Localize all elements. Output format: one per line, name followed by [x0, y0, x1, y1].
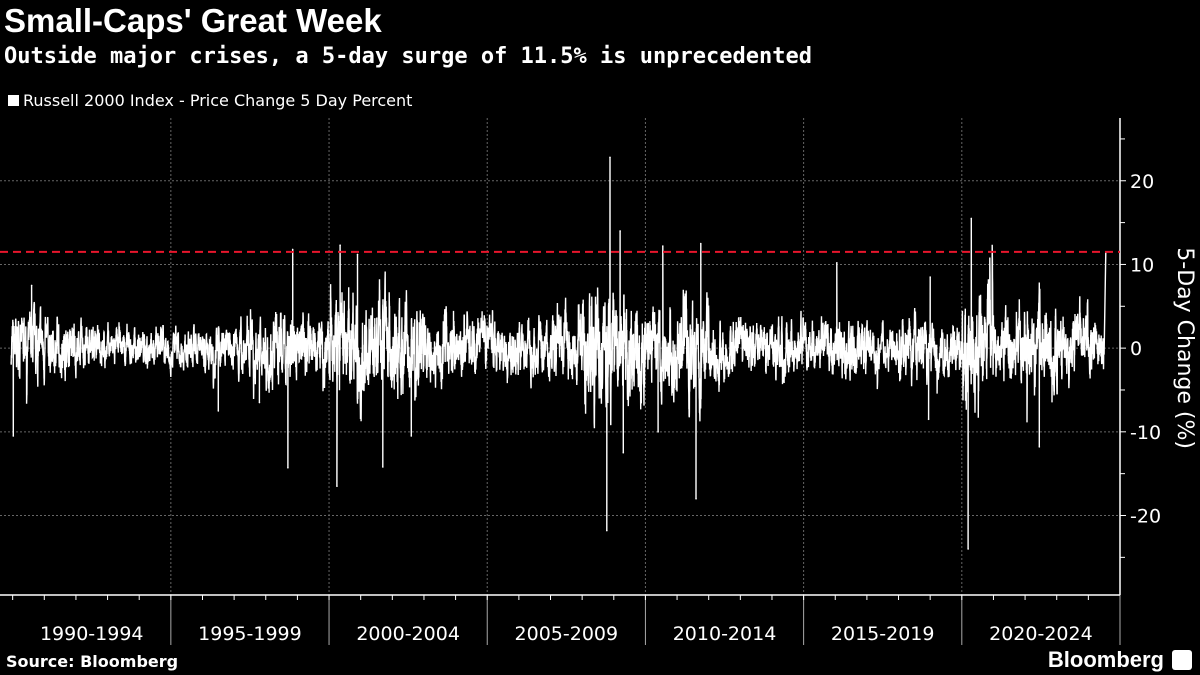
logo-text: Bloomberg — [1047, 647, 1164, 672]
data-point-notable — [1038, 446, 1041, 448]
data-point-notable — [967, 548, 969, 550]
data-point-notable — [662, 245, 664, 247]
data-point-notable — [291, 248, 294, 251]
x-tick-label: 2015-2019 — [831, 623, 935, 645]
x-tick-label: 2000-2004 — [356, 623, 460, 645]
chart-title: Small-Caps' Great Week — [4, 2, 382, 39]
y-tick-label: 0 — [1130, 338, 1142, 360]
data-point-notable — [609, 156, 611, 159]
data-point-notable — [695, 497, 697, 500]
data-point-notable — [287, 467, 289, 469]
data-point-notable — [606, 529, 608, 532]
data-point-notable — [619, 230, 621, 232]
data-point-notable — [217, 410, 220, 412]
data-point-notable — [356, 253, 359, 256]
data-point-notable — [657, 431, 659, 433]
chart-subtitle: Outside major crises, a 5-day surge of 1… — [4, 44, 812, 69]
y-tick-label: -20 — [1130, 506, 1161, 528]
chart-icon — [1172, 650, 1192, 670]
x-tick-label: 2010-2014 — [673, 623, 777, 645]
data-point-notable — [12, 435, 15, 437]
data-point-notable — [927, 418, 930, 421]
data-point-notable — [258, 401, 261, 404]
data-point-notable — [410, 435, 413, 437]
data-point-notable — [929, 276, 931, 278]
data-point-notable — [836, 261, 838, 264]
x-tick-label: 1990-1994 — [40, 623, 144, 645]
y-tick-label: -10 — [1130, 422, 1161, 444]
data-point-notable — [382, 466, 384, 468]
legend-swatch — [8, 95, 19, 106]
series-line-russell-2000 — [10, 157, 1107, 550]
data-point-notable — [336, 485, 338, 488]
x-tick-label: 2005-2009 — [515, 623, 619, 645]
data-point-notable — [339, 244, 341, 246]
data-point-notable — [622, 451, 625, 454]
x-tick-label: 2020-2024 — [989, 623, 1093, 645]
legend: Russell 2000 Index - Price Change 5 Day … — [8, 91, 412, 110]
y-tick-label: 20 — [1130, 171, 1154, 193]
y-tick-label: 10 — [1130, 254, 1154, 276]
data-point-notable — [699, 242, 702, 245]
source-note: Source: Bloomberg — [6, 652, 179, 671]
bloomberg-logo: Bloomberg — [1048, 647, 1192, 673]
y-axis-label: 5-Day Change (%) — [1172, 247, 1197, 449]
data-point-notable — [970, 217, 973, 220]
legend-label: Russell 2000 Index - Price Change 5 Day … — [23, 91, 413, 110]
x-tick-label: 1995-1999 — [198, 623, 302, 645]
data-point-notable — [30, 284, 33, 287]
